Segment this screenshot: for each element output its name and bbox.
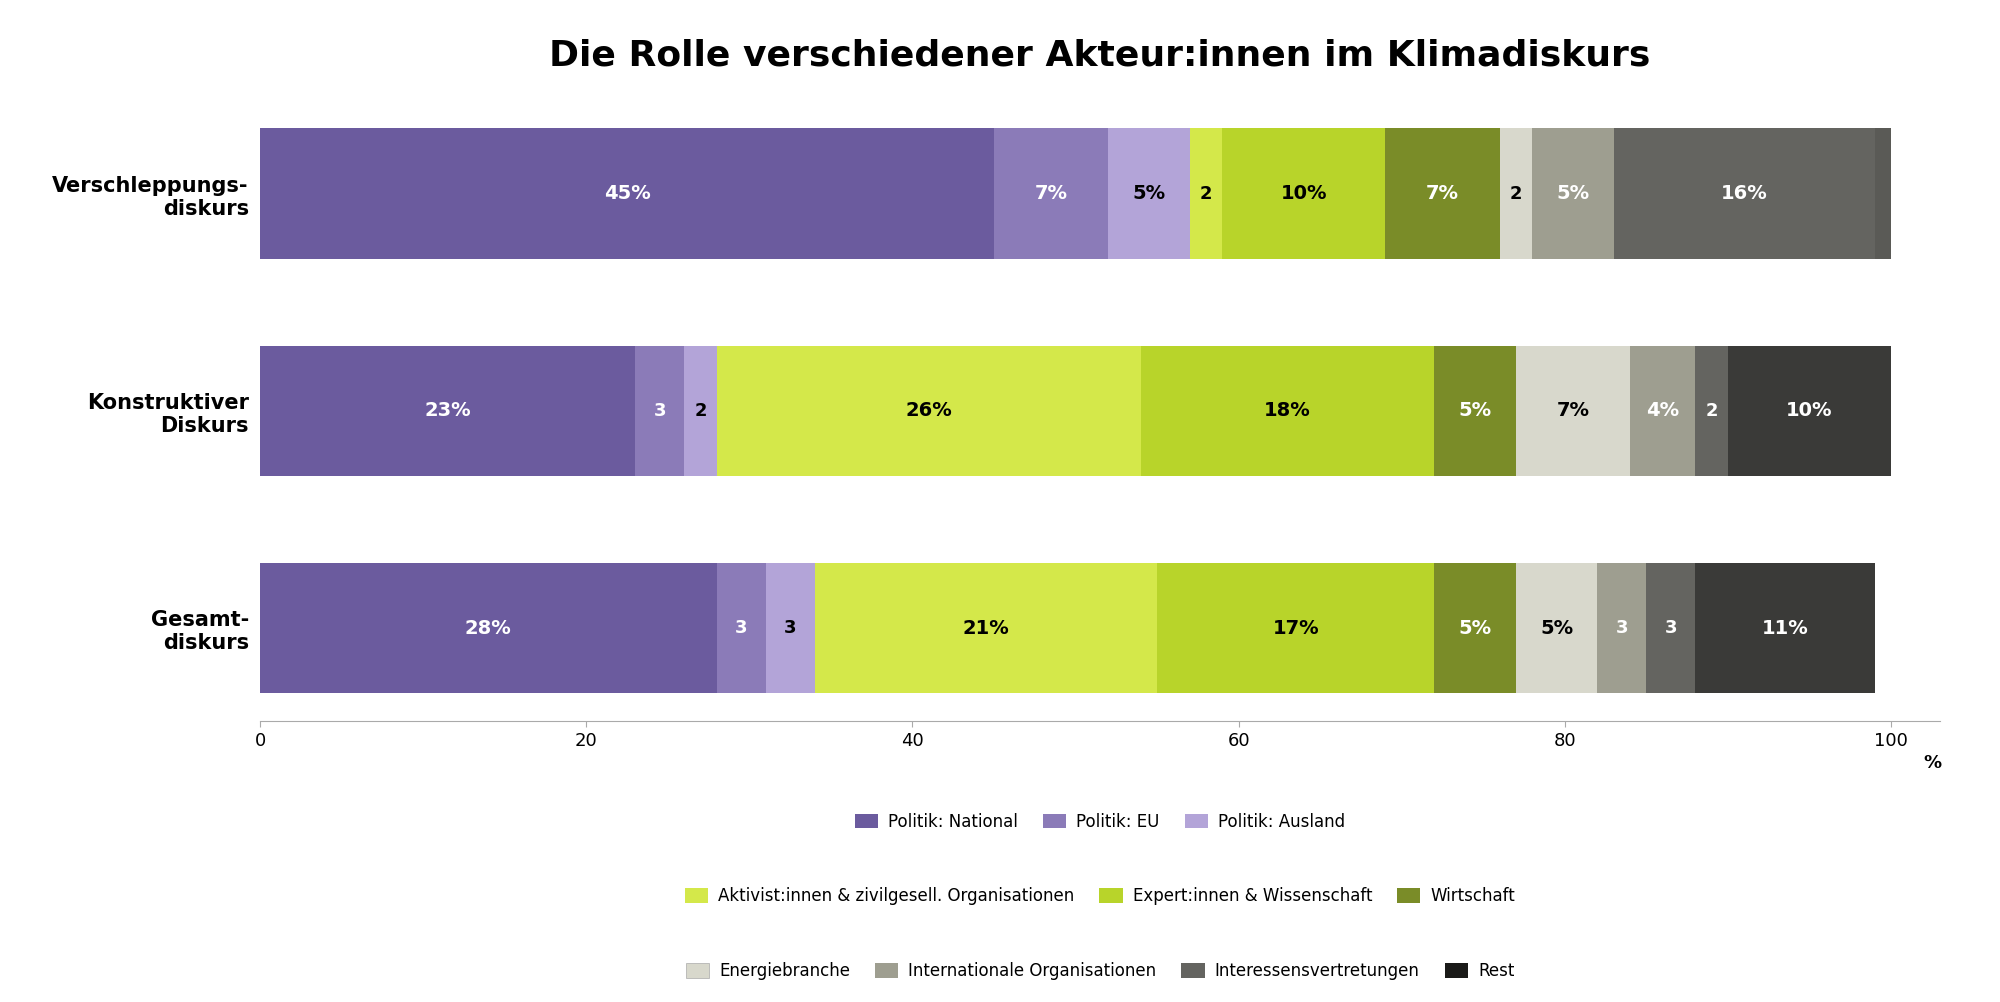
Text: 5%: 5% [1458, 402, 1492, 420]
Bar [260, 128, 994, 259]
Bar [1646, 563, 1696, 693]
Bar [1158, 563, 1434, 693]
Title: Die Rolle verschiedener Akteur:innen im Klimadiskurs: Die Rolle verschiedener Akteur:innen im … [550, 38, 1650, 72]
Legend: Energiebranche, Internationale Organisationen, Interessensvertretungen, Rest: Energiebranche, Internationale Organisat… [678, 955, 1522, 986]
Bar [684, 346, 716, 476]
Text: 7%: 7% [1426, 184, 1460, 203]
Text: 7%: 7% [1556, 402, 1590, 420]
Text: 5%: 5% [1556, 184, 1590, 203]
Text: 2: 2 [1510, 184, 1522, 202]
Bar [1532, 128, 1614, 259]
Text: 26%: 26% [906, 402, 952, 420]
Bar [1500, 128, 1532, 259]
Bar [766, 563, 814, 693]
Bar [1614, 128, 1874, 259]
Text: 7%: 7% [1034, 184, 1068, 203]
Bar [1434, 563, 1516, 693]
Bar [1874, 128, 1892, 259]
Text: 3: 3 [784, 619, 796, 637]
Text: 3: 3 [654, 402, 666, 420]
Bar [814, 563, 1158, 693]
Bar [1696, 346, 1728, 476]
Bar [1190, 128, 1222, 259]
Bar [260, 346, 636, 476]
Text: 28%: 28% [464, 618, 512, 637]
Bar [1386, 128, 1500, 259]
Bar [1598, 563, 1646, 693]
Text: 10%: 10% [1280, 184, 1328, 203]
Text: 2: 2 [694, 402, 706, 420]
Text: 45%: 45% [604, 184, 650, 203]
Text: 21%: 21% [962, 618, 1010, 637]
Text: 2: 2 [1706, 402, 1718, 420]
Text: 5%: 5% [1458, 618, 1492, 637]
Bar [1222, 128, 1386, 259]
Bar [1140, 346, 1434, 476]
Text: 10%: 10% [1786, 402, 1832, 420]
Bar [1516, 563, 1598, 693]
Text: 18%: 18% [1264, 402, 1310, 420]
Text: 4%: 4% [1646, 402, 1680, 420]
Text: %: % [1924, 754, 1942, 772]
Text: 23%: 23% [424, 402, 470, 420]
Text: 11%: 11% [1762, 618, 1808, 637]
Bar [1434, 346, 1516, 476]
Text: 3: 3 [734, 619, 748, 637]
Text: 16%: 16% [1720, 184, 1768, 203]
Bar [636, 346, 684, 476]
Text: 2: 2 [1200, 184, 1212, 202]
Bar [994, 128, 1108, 259]
Text: 5%: 5% [1132, 184, 1166, 203]
Bar [1696, 563, 1874, 693]
Text: 3: 3 [1616, 619, 1628, 637]
Bar [1108, 128, 1190, 259]
Text: 5%: 5% [1540, 618, 1574, 637]
Bar [1516, 346, 1630, 476]
Bar [716, 346, 1140, 476]
Text: 3: 3 [1664, 619, 1678, 637]
Bar [716, 563, 766, 693]
Text: 17%: 17% [1272, 618, 1320, 637]
Bar [1728, 346, 1892, 476]
Bar [1630, 346, 1696, 476]
Bar [260, 563, 716, 693]
